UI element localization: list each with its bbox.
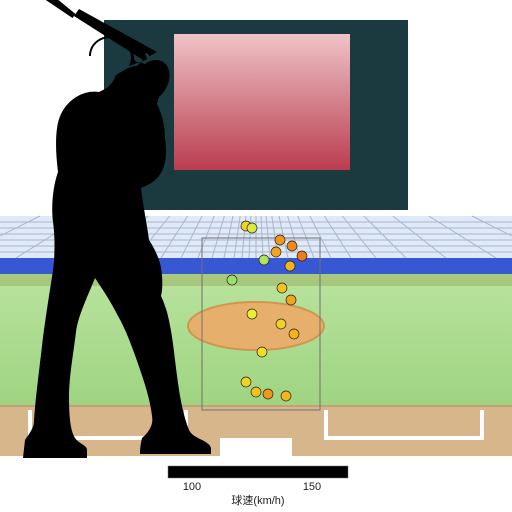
scoreboard-screen: [174, 34, 350, 170]
pitch-marker: [247, 309, 257, 319]
pitch-marker: [277, 283, 287, 293]
pitchers-mound: [188, 302, 324, 350]
pitch-marker: [289, 329, 299, 339]
pitch-marker: [297, 251, 307, 261]
pitch-marker: [276, 319, 286, 329]
pitch-marker: [251, 387, 261, 397]
colorbar-tick: 150: [303, 481, 321, 493]
colorbar: [168, 466, 348, 478]
pitch-marker: [281, 391, 291, 401]
colorbar-label: 球速(km/h): [231, 493, 284, 507]
pitch-marker: [257, 347, 267, 357]
pitch-marker: [227, 275, 237, 285]
pitch-marker: [287, 241, 297, 251]
pitch-marker: [285, 261, 295, 271]
pitch-marker: [286, 295, 296, 305]
pitch-marker: [241, 377, 251, 387]
pitch-marker: [247, 223, 257, 233]
pitch-marker: [275, 235, 285, 245]
pitch-marker: [271, 247, 281, 257]
pitch-location-chart: 100 150 球速(km/h): [0, 0, 512, 512]
pitch-marker: [259, 255, 269, 265]
colorbar-tick: 100: [183, 481, 201, 493]
pitch-marker: [263, 389, 273, 399]
